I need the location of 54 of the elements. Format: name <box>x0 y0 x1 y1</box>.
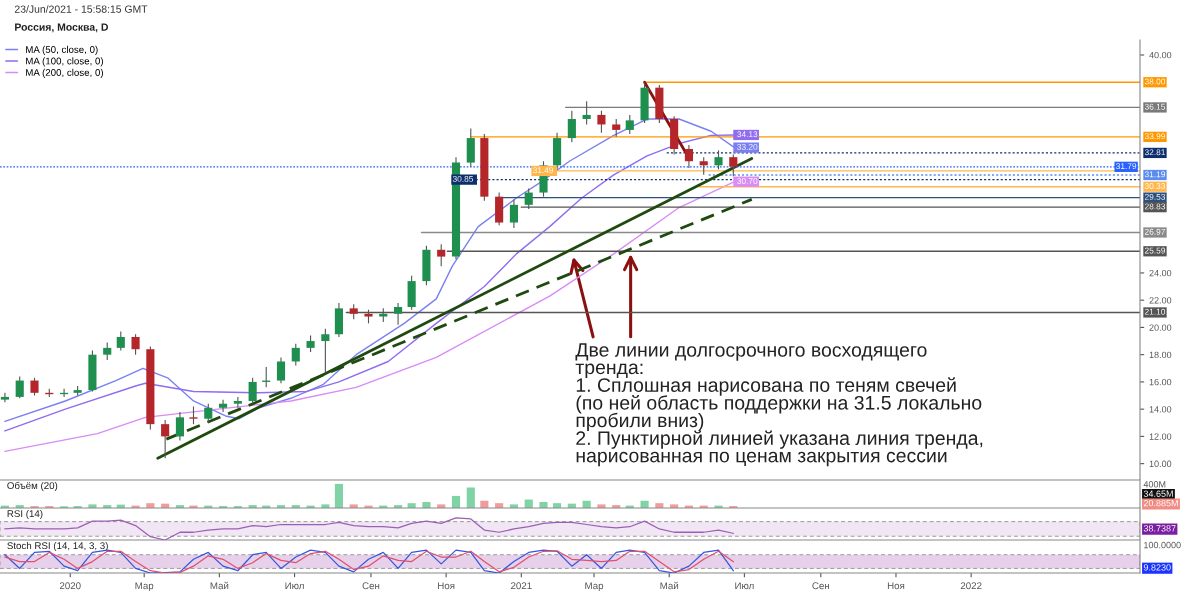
data-label: 38.00 <box>1144 78 1166 85</box>
x-tick-label: Июл <box>285 582 304 590</box>
chart-title: Объём (20) <box>7 481 58 491</box>
x-tick-label: Июл <box>735 582 754 590</box>
x-tick-label: Май <box>660 581 679 590</box>
x-tick-label: Ноя <box>438 582 455 590</box>
text: 20.885M <box>1143 499 1178 507</box>
data-label: 21.10 <box>1144 308 1166 315</box>
text: 9.8230 <box>1143 564 1171 571</box>
data-label: 30.70 <box>737 178 758 184</box>
x-tick-label: Мар <box>585 582 604 592</box>
data-label: 30.85 <box>452 175 474 182</box>
text: 34.65M <box>1143 490 1173 497</box>
x-tick-label: Май <box>210 581 229 590</box>
data-label: 28.83 <box>1144 203 1166 210</box>
ref-line-label: 31.79 <box>1116 163 1137 170</box>
y-tick-label: 16.00 <box>1149 378 1172 386</box>
data-label: 31.49 <box>532 167 554 174</box>
data-label: 34.13 <box>737 131 758 138</box>
data-label: 32.81 <box>1144 149 1166 156</box>
chart-title: RSI (14) <box>7 509 43 519</box>
x-tick-label: Мар <box>135 582 154 592</box>
x-tick-label: 2021 <box>511 582 532 590</box>
data-label: 31.19 <box>1144 171 1166 178</box>
data-label: 30.33 <box>1144 183 1166 189</box>
data-label: 25.59 <box>1144 247 1166 254</box>
y-tick-label: 12.00 <box>1149 433 1172 440</box>
x-tick-label: Сен <box>362 582 380 590</box>
y-tick-label: 22.00 <box>1149 297 1172 304</box>
y-tick-label: 24.00 <box>1149 269 1172 277</box>
data-label: 26.97 <box>1144 228 1165 235</box>
y-tick-label: 18.00 <box>1149 351 1172 359</box>
text: 400M <box>1143 481 1166 488</box>
y-tick-label: 14.00 <box>1149 406 1172 413</box>
data-label: 36.15 <box>1144 103 1166 110</box>
legend-label: MA (200, close, 0) <box>26 68 104 78</box>
chart-subtitle: 23/Jun/2021 - 15:58:15 GMT <box>14 5 148 13</box>
chart-title: Россия, Москва, D <box>15 23 108 33</box>
legend-label: MA (50, close, 0) <box>26 45 98 55</box>
data-label: 29.53 <box>1144 193 1166 200</box>
annotation: Две линии долгосрочного восходящего тренда: 1. Сплошная нарисована по теням свечей (по ней область поддержки на 31.5 локально пробили вниз) 2. Пунктирной линией указана линия тренда, нарисованная по ценам закрытия сессии <box>575 343 983 467</box>
x-tick-label: Ноя <box>887 582 905 590</box>
text: 38.7387 <box>1143 525 1176 532</box>
x-tick-label: 2020 <box>59 582 81 590</box>
legend-label: MA (100, close, 0) <box>26 57 104 67</box>
data-label: 33.20 <box>737 143 758 150</box>
y-tick-label: 10.00 <box>1149 460 1172 468</box>
data-label: 33.99 <box>1144 133 1166 140</box>
y-tick-label: 20.00 <box>1149 324 1172 331</box>
x-tick-label: Сен <box>812 582 830 590</box>
x-tick-label: 2022 <box>960 582 982 590</box>
y-tick-label: 40.00 <box>1149 51 1172 59</box>
chart-title: Stoch RSI (14, 14, 3, 3) <box>7 541 108 552</box>
text: 100.0000 <box>1144 541 1181 549</box>
